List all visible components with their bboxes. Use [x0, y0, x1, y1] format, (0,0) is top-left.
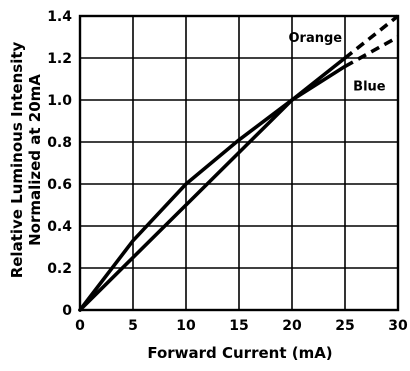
x-axis-title: Forward Current (mA)	[147, 344, 332, 362]
x-tick-label: 15	[229, 318, 248, 334]
y-tick-label: 0.2	[47, 261, 72, 277]
y-axis-title-line2: Normalized at 20mA	[26, 74, 44, 246]
series-labels: Orange Blue	[289, 31, 386, 94]
x-tick-label: 0	[75, 318, 85, 334]
series-line-blue	[78, 64, 347, 312]
y-tick-labels: 0 0.2 0.4 0.6 0.8 1.0 1.2 1.4	[47, 9, 72, 319]
series-lines	[78, 14, 400, 312]
x-tick-label: 25	[335, 318, 354, 334]
grid	[79, 15, 399, 311]
x-tick-labels: 0 5 10 15 20 25 30	[75, 318, 408, 334]
x-tick-label: 30	[388, 318, 408, 334]
y-tick-label: 1.4	[47, 9, 72, 25]
y-tick-label: 0.8	[47, 135, 72, 151]
y-axis-title-line1: Relative Luminous Intensity	[8, 41, 26, 278]
y-tick-label: 1.0	[47, 93, 72, 109]
series-line-blue-dashed	[344, 35, 399, 68]
plot-frame	[78, 14, 400, 312]
x-tick-label: 5	[128, 318, 138, 334]
y-tick-label: 0	[62, 303, 72, 319]
plot-border	[78, 14, 400, 312]
series-label-blue: Blue	[353, 79, 386, 94]
x-tick-label: 20	[282, 318, 302, 334]
series-label-orange: Orange	[289, 31, 343, 46]
y-tick-label: 0.4	[47, 219, 72, 235]
y-tick-label: 0.6	[47, 177, 72, 193]
series-line-orange-dashed	[343, 14, 400, 60]
y-tick-label: 1.2	[47, 51, 72, 67]
x-tick-label: 10	[176, 318, 196, 334]
